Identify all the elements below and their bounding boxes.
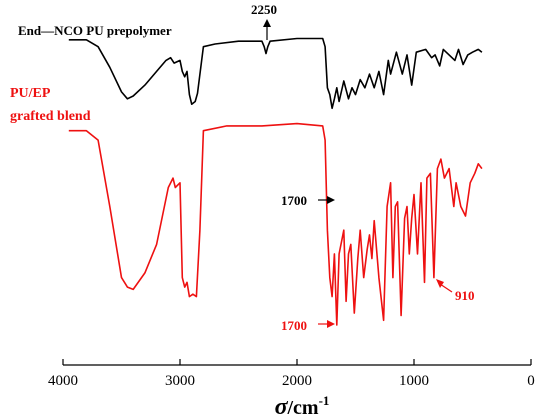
- x-axis: 4000 3000 2000 1000 0: [48, 359, 535, 389]
- annotation-910: 910: [455, 288, 475, 303]
- annotation-black-series-label: End—NCO PU prepolymer: [18, 23, 172, 38]
- annotation-red-series-label-line2: grafted blend: [10, 109, 91, 124]
- x-axis-title-unit: /cm: [287, 397, 319, 419]
- annotation-2250: 2250: [251, 2, 277, 17]
- svg-text:σ/cm-1: σ/cm-1: [275, 393, 330, 420]
- x-tick-label: 4000: [48, 373, 78, 389]
- x-tick-label: 1000: [399, 373, 429, 389]
- arrow-910-head: [436, 279, 444, 288]
- series-line-pu-ep-grafted-blend: [68, 122, 483, 326]
- x-tick-label: 2000: [282, 373, 312, 389]
- arrow-1700-red-head: [327, 320, 335, 328]
- annotation-1700-red: 1700: [281, 318, 307, 333]
- spectra-series: [68, 37, 483, 326]
- x-axis-title-symbol: σ: [275, 394, 289, 420]
- x-tick-label: 0: [527, 373, 535, 389]
- x-tick-label: 3000: [165, 373, 195, 389]
- annotation-1700-black: 1700: [281, 193, 307, 208]
- arrow-2250-head: [263, 19, 271, 27]
- annotation-red-series-label-line1: PU/EP: [10, 86, 51, 101]
- arrow-910-shaft: [439, 283, 453, 293]
- arrow-1700-black-head: [327, 196, 335, 204]
- x-axis-title-exponent: -1: [319, 393, 330, 408]
- series-line-nco-pu-prepolymer: [68, 37, 483, 110]
- annotations: End—NCO PU prepolymer 2250 PU/EP grafted…: [10, 2, 475, 333]
- x-axis-title: σ/cm-1: [275, 393, 330, 420]
